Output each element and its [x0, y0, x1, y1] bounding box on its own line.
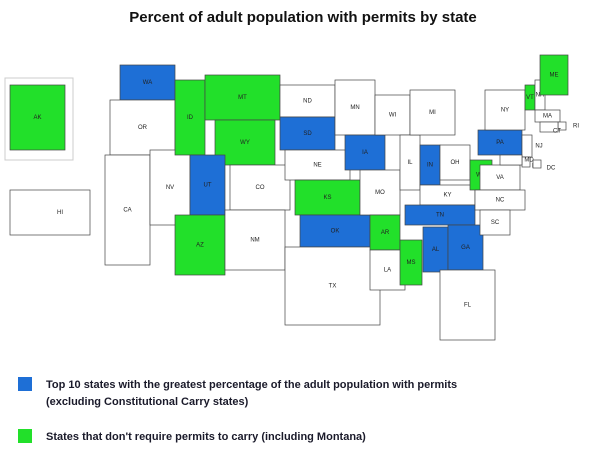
state-label: LA	[384, 268, 391, 274]
state-shape	[422, 226, 449, 273]
state-label: VT	[526, 95, 534, 101]
state-label: MI	[429, 110, 436, 116]
state-shape	[224, 209, 286, 271]
state-label: AZ	[196, 243, 204, 249]
state-shape	[189, 154, 226, 216]
state-label: NJ	[535, 144, 542, 150]
state-label: NC	[496, 198, 505, 204]
state-shape	[369, 214, 401, 251]
state-label: AK	[33, 115, 41, 121]
state-label: MO	[375, 190, 385, 196]
state-shape	[279, 84, 336, 118]
state-label: OK	[331, 229, 340, 235]
legend-text: (excluding Constitutional Carry states)	[46, 396, 249, 408]
state-label: FL	[464, 303, 472, 309]
state-shape	[229, 164, 291, 211]
state-label: CO	[256, 185, 265, 191]
state-label: NM	[250, 238, 259, 244]
legend-text: Top 10 states with the greatest percenta…	[46, 379, 457, 391]
state-label: HI	[57, 210, 63, 216]
state-shape	[284, 149, 351, 181]
state-label: OH	[451, 160, 460, 166]
state-shape	[359, 169, 401, 216]
state-label: IN	[427, 163, 433, 169]
state-shape	[539, 54, 569, 96]
state-label: WY	[240, 140, 250, 146]
state-shape	[439, 144, 471, 181]
state-shape	[374, 94, 411, 136]
state-label: WI	[389, 113, 397, 119]
state-label: MD	[524, 158, 534, 164]
state-label: AL	[432, 247, 440, 253]
state-label: GA	[461, 245, 470, 251]
state-label: TX	[329, 284, 337, 290]
state-label: MN	[350, 105, 359, 111]
state-shape	[409, 89, 456, 136]
state-label: NE	[313, 163, 321, 169]
state-label: TN	[436, 213, 444, 219]
state-shape	[479, 209, 511, 236]
state-label: WA	[143, 80, 152, 86]
state-shape	[149, 149, 191, 226]
state-label: ME	[550, 73, 559, 79]
state-label: OR	[138, 125, 148, 131]
state-label: NV	[166, 185, 174, 191]
state-shape	[399, 239, 423, 286]
state-shape	[9, 84, 66, 151]
state-label: PA	[496, 140, 504, 146]
state-label: RI	[573, 124, 579, 130]
state-shape	[284, 246, 381, 326]
state-shape	[174, 214, 226, 276]
state-shape	[109, 99, 176, 156]
state-shape	[334, 79, 376, 136]
state-label: ND	[303, 99, 312, 105]
state-label: KY	[443, 193, 451, 199]
legend-text: States that don't require permits to car…	[46, 431, 366, 443]
state-shape	[447, 224, 484, 271]
alaska-inset	[4, 77, 74, 161]
state-label: NY	[501, 108, 509, 114]
state-shape	[9, 189, 91, 236]
state-label: SC	[491, 220, 500, 226]
state-shape	[404, 204, 476, 226]
state-label: CT	[553, 129, 561, 135]
state-shape	[532, 159, 542, 169]
state-shape	[299, 214, 371, 248]
state-shape	[521, 134, 533, 158]
state-label: VA	[496, 175, 504, 181]
state-shape	[439, 269, 496, 341]
state-shape	[369, 249, 406, 291]
state-label: MS	[407, 260, 416, 266]
state-label: IA	[362, 150, 368, 156]
state-label: MA	[543, 114, 552, 120]
state-label: AR	[381, 230, 390, 236]
state-label: MT	[238, 95, 247, 101]
state-label: CA	[123, 208, 131, 214]
state-shape	[279, 116, 336, 151]
state-shape	[499, 154, 523, 166]
state-shape	[204, 74, 281, 121]
state-shape	[539, 121, 559, 133]
state-label: SD	[303, 131, 312, 137]
state-shape	[484, 89, 526, 131]
state-label: KS	[323, 195, 331, 201]
map-title: Percent of adult population with permits…	[129, 9, 477, 26]
legend-swatch	[18, 377, 32, 391]
state-label: UT	[204, 183, 212, 189]
state-label: ID	[187, 115, 194, 121]
state-label: NH	[536, 93, 545, 99]
state-shape	[294, 179, 361, 216]
legend-swatch	[18, 429, 32, 443]
state-label: IL	[407, 160, 413, 166]
state-label: DC	[547, 166, 556, 172]
